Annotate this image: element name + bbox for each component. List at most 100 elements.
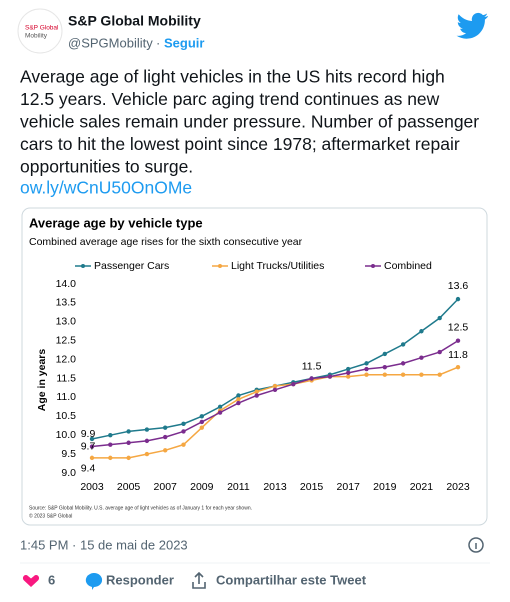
data-point xyxy=(181,421,186,427)
data-point xyxy=(364,372,369,377)
data-point xyxy=(346,374,351,379)
follow-button[interactable]: Seguir xyxy=(164,35,204,50)
data-point xyxy=(144,438,150,444)
x-tick-label: 2015 xyxy=(300,481,324,493)
body-line: cars to hit the lowest point since 1978;… xyxy=(20,134,460,154)
avatar[interactable] xyxy=(17,8,63,54)
data-point xyxy=(254,393,259,398)
like-icon[interactable] xyxy=(22,575,40,587)
data-point xyxy=(437,349,442,355)
data-point xyxy=(364,361,369,366)
y-axis-label: Age in years xyxy=(36,349,48,412)
body-line: 12.5 years. Vehicle parc aging trend con… xyxy=(20,89,440,109)
data-point xyxy=(89,444,95,449)
data-point xyxy=(236,397,241,402)
reply-button[interactable]: Responder xyxy=(106,572,174,587)
handle[interactable]: @SPGMobility xyxy=(68,35,153,50)
twitter-logo[interactable] xyxy=(456,12,489,39)
data-label: 12.5 xyxy=(448,321,469,333)
logo-text: Mobility xyxy=(25,33,48,40)
plot: 9.0 9.5 10.0 10.5 11.0 11.5 12.0 12.5 13.0 13.5 14… xyxy=(56,260,470,493)
data-point xyxy=(272,383,278,389)
x-tick-label: 2017 xyxy=(337,481,361,493)
timestamp[interactable]: 1:45 PM · 15 de mai de 2023 xyxy=(20,537,188,552)
data-point xyxy=(126,455,131,461)
y-tick-label: 12.0 xyxy=(56,353,77,365)
legend-label: Passenger Cars xyxy=(94,260,169,272)
x-tick-label: 2019 xyxy=(373,481,397,493)
chart-title: Average age by vehicle type xyxy=(29,215,203,230)
legend-marker xyxy=(218,264,222,268)
body-line: opportunities to surge. xyxy=(20,157,193,177)
data-point xyxy=(437,315,442,321)
data-point xyxy=(163,434,168,440)
logo-text: S&P Global xyxy=(25,25,59,32)
separator: · xyxy=(156,35,160,50)
data-point xyxy=(364,366,369,372)
x-tick-label: 2009 xyxy=(190,481,214,493)
data-point xyxy=(236,393,241,398)
legend-marker xyxy=(371,264,375,268)
data-point xyxy=(163,425,168,430)
reply-icon[interactable] xyxy=(85,573,103,590)
x-tick-label: 2021 xyxy=(410,481,434,493)
x-tick-label: 2003 xyxy=(80,481,104,493)
x-tick-label: 2023 xyxy=(446,481,470,493)
data-point xyxy=(419,355,424,360)
share-button[interactable]: Compartilhar este Tweet xyxy=(216,572,367,587)
chart-subtitle: Combined average age rises for the sixth… xyxy=(29,236,303,248)
body-line: vehicle sales remain under pressure. Num… xyxy=(20,112,479,132)
y-tick-label: 10.5 xyxy=(56,410,77,422)
info-icon[interactable] xyxy=(468,537,484,553)
data-point xyxy=(346,366,351,372)
x-tick-label: 2011 xyxy=(227,481,250,493)
y-tick-label: 10.0 xyxy=(56,429,77,441)
data-point xyxy=(291,381,296,387)
x-tick-label: 2007 xyxy=(154,481,178,493)
tweet-body: Average age of light vehicles in the US … xyxy=(20,67,479,177)
share-icon[interactable] xyxy=(192,571,206,589)
data-point xyxy=(163,448,168,453)
author-name[interactable]: S&P Global Mobility xyxy=(68,13,201,29)
legend-label: Light Trucks/Utilities xyxy=(231,260,324,272)
y-tick-label: 9.0 xyxy=(61,467,76,479)
data-point xyxy=(400,342,406,347)
media-card[interactable] xyxy=(21,207,488,526)
data-point xyxy=(126,440,131,445)
data-point xyxy=(89,455,95,461)
data-point xyxy=(382,364,387,370)
source: © 2023 S&P Global xyxy=(29,512,72,519)
data-label: 9.9 xyxy=(81,428,96,440)
data-label: 13.6 xyxy=(448,280,469,292)
data-point xyxy=(327,374,333,379)
data-point xyxy=(400,372,406,377)
data-label: 9.7 xyxy=(81,440,96,452)
legend-label: Combined xyxy=(384,260,432,272)
source: Source: S&P Global Mobility. U.S. averag… xyxy=(29,505,252,511)
data-point xyxy=(272,387,278,393)
data-point xyxy=(419,329,424,334)
y-tick-label: 9.5 xyxy=(61,448,76,460)
data-point xyxy=(89,436,95,442)
data-point xyxy=(236,400,241,406)
data-point xyxy=(108,442,113,447)
data-point xyxy=(199,419,204,425)
like-count: 6 xyxy=(48,572,55,587)
y-tick-label: 12.5 xyxy=(56,334,77,346)
x-tick-label: 2005 xyxy=(117,481,141,493)
data-point xyxy=(455,338,461,343)
data-point xyxy=(144,427,150,432)
data-point xyxy=(419,372,424,377)
y-tick-label: 14.0 xyxy=(56,278,77,290)
data-point xyxy=(254,389,259,394)
data-point xyxy=(309,376,314,381)
data-point xyxy=(382,372,387,377)
data-point xyxy=(455,296,461,302)
data-point xyxy=(400,361,406,366)
link[interactable]: ow.ly/wCnU50OnOMe xyxy=(20,178,192,198)
data-label: 11.5 xyxy=(302,360,322,372)
data-label: 11.8 xyxy=(448,349,468,361)
data-point xyxy=(217,404,223,410)
data-point xyxy=(217,410,223,415)
